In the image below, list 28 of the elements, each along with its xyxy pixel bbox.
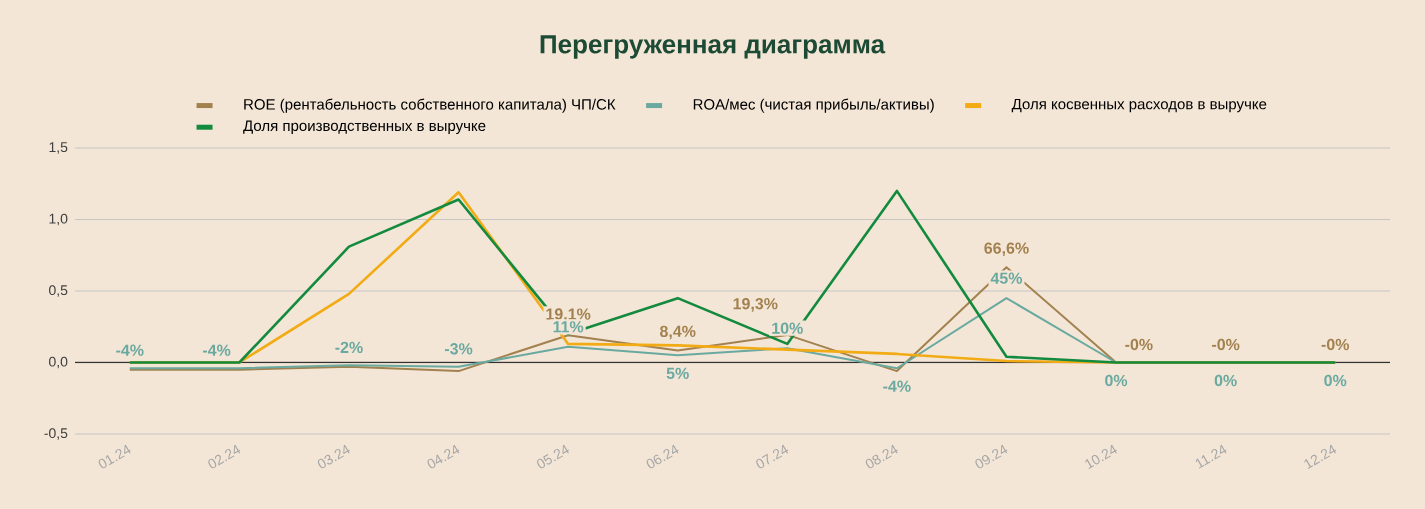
- legend-label: Доля производственных в выручке: [243, 120, 486, 134]
- chart-title: Перегруженная диаграмма: [540, 35, 886, 59]
- y-tick-label: -0,5: [44, 428, 68, 440]
- data-label: 66,6%: [984, 242, 1029, 257]
- data-label: 0%: [1324, 374, 1347, 387]
- y-tick-label: 1,0: [49, 213, 68, 226]
- data-label: 0%: [1105, 374, 1128, 387]
- data-label: -4%: [202, 344, 231, 356]
- y-tick-label: 0,5: [49, 285, 68, 297]
- data-label: -3%: [444, 343, 473, 355]
- legend-label: Доля косвенных расходов в выручке: [1011, 98, 1267, 113]
- data-label: -2%: [335, 341, 363, 354]
- data-label: 10%: [772, 322, 803, 334]
- data-label: 19,3%: [733, 298, 778, 312]
- data-label: 0%: [1214, 374, 1237, 387]
- legend-label: ROA/мес (чистая прибыль/активы): [693, 98, 934, 113]
- data-label: 5%: [666, 367, 689, 379]
- data-label: -0%: [1321, 338, 1350, 351]
- y-tick-label: 0,0: [49, 356, 68, 369]
- data-label: 45%: [990, 272, 1023, 284]
- data-label: -4%: [883, 380, 911, 392]
- data-label: -0%: [1125, 338, 1153, 351]
- legend-label: ROE (рентабельность собственного капитала) ЧП/СК: [244, 98, 616, 113]
- data-label: -0%: [1212, 338, 1240, 351]
- y-tick-label: 1,5: [49, 142, 68, 154]
- data-label: -4%: [116, 344, 144, 356]
- data-label: 11%: [553, 321, 584, 333]
- data-label: 8,4%: [659, 325, 696, 340]
